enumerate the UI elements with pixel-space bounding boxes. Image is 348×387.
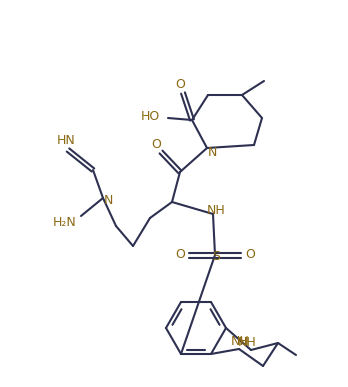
Text: HN: HN <box>57 135 76 147</box>
Text: H: H <box>240 337 248 347</box>
Text: NH: NH <box>207 204 226 217</box>
Text: S: S <box>212 250 220 262</box>
Text: O: O <box>175 79 185 91</box>
Text: H₂N: H₂N <box>52 216 76 228</box>
Text: O: O <box>175 248 185 262</box>
Text: O: O <box>151 139 161 151</box>
Text: O: O <box>245 248 255 262</box>
Text: HO: HO <box>141 111 160 123</box>
Text: NH: NH <box>238 336 256 349</box>
Text: N: N <box>103 194 113 207</box>
Text: NH: NH <box>231 336 250 348</box>
Text: N: N <box>207 147 217 159</box>
